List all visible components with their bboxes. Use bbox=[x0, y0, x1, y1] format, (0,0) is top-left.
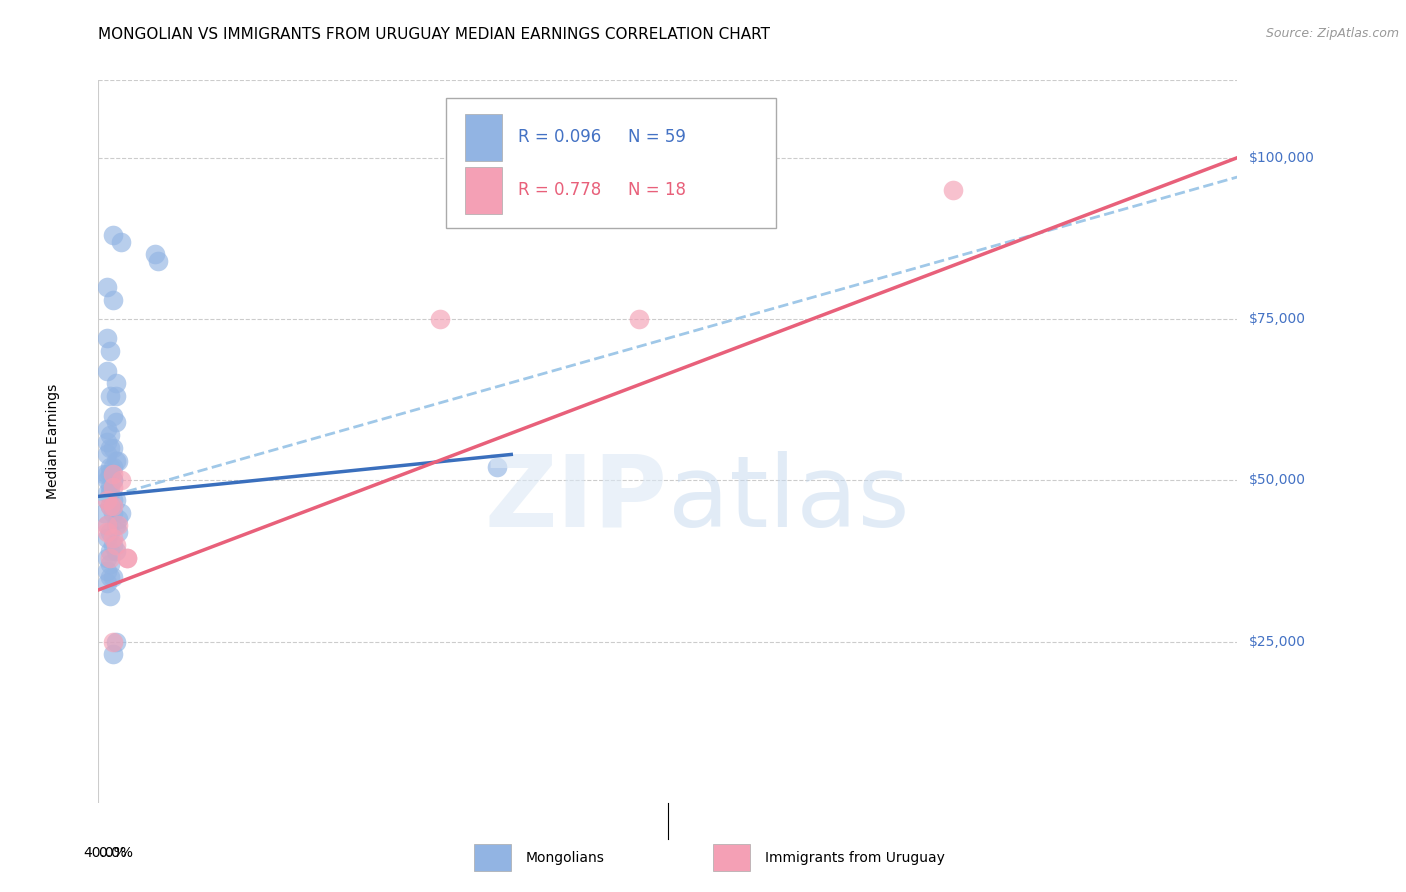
Text: Source: ZipAtlas.com: Source: ZipAtlas.com bbox=[1265, 27, 1399, 40]
Point bbox=[96, 492, 118, 507]
Point bbox=[110, 235, 132, 249]
Point bbox=[101, 492, 124, 507]
Text: R = 0.778: R = 0.778 bbox=[517, 181, 600, 199]
Point bbox=[107, 454, 129, 468]
Point bbox=[104, 454, 127, 468]
Point bbox=[101, 570, 124, 584]
Point bbox=[107, 524, 129, 539]
Point bbox=[98, 344, 121, 359]
Point bbox=[104, 538, 127, 552]
Point bbox=[96, 518, 118, 533]
Point bbox=[429, 312, 451, 326]
Text: R = 0.096: R = 0.096 bbox=[517, 128, 600, 146]
Point bbox=[107, 518, 129, 533]
FancyBboxPatch shape bbox=[465, 167, 502, 214]
Text: 0.0%: 0.0% bbox=[98, 847, 134, 860]
Text: Immigrants from Uruguay: Immigrants from Uruguay bbox=[765, 851, 945, 864]
Point bbox=[101, 634, 124, 648]
Point bbox=[96, 447, 118, 461]
Point bbox=[98, 590, 121, 604]
Point bbox=[101, 648, 124, 662]
Point bbox=[101, 441, 124, 455]
FancyBboxPatch shape bbox=[713, 844, 749, 871]
Point bbox=[104, 544, 127, 558]
Text: MONGOLIAN VS IMMIGRANTS FROM URUGUAY MEDIAN EARNINGS CORRELATION CHART: MONGOLIAN VS IMMIGRANTS FROM URUGUAY MED… bbox=[98, 27, 770, 42]
FancyBboxPatch shape bbox=[474, 844, 510, 871]
Point bbox=[104, 634, 127, 648]
Point bbox=[110, 506, 132, 520]
Point bbox=[101, 460, 124, 475]
Text: $100,000: $100,000 bbox=[1249, 151, 1315, 165]
Text: Mongolians: Mongolians bbox=[526, 851, 605, 864]
Point bbox=[101, 538, 124, 552]
Point bbox=[96, 564, 118, 578]
Point bbox=[98, 480, 121, 494]
Point bbox=[101, 480, 124, 494]
Point bbox=[98, 544, 121, 558]
Point bbox=[148, 253, 170, 268]
Point bbox=[96, 473, 118, 487]
Point bbox=[98, 557, 121, 571]
Point bbox=[101, 409, 124, 423]
Text: $25,000: $25,000 bbox=[1249, 634, 1306, 648]
Point bbox=[96, 550, 118, 565]
Point bbox=[101, 499, 124, 513]
Point bbox=[93, 467, 115, 481]
FancyBboxPatch shape bbox=[465, 114, 502, 161]
Point bbox=[98, 441, 121, 455]
Point bbox=[96, 363, 118, 377]
Point bbox=[96, 492, 118, 507]
Point bbox=[110, 473, 132, 487]
Point bbox=[98, 389, 121, 403]
Text: N = 18: N = 18 bbox=[628, 181, 686, 199]
Point bbox=[107, 512, 129, 526]
Text: atlas: atlas bbox=[668, 450, 910, 548]
Point bbox=[96, 422, 118, 436]
Point bbox=[96, 279, 118, 293]
Point bbox=[98, 499, 121, 513]
Point bbox=[115, 550, 138, 565]
Point bbox=[104, 492, 127, 507]
Text: $50,000: $50,000 bbox=[1249, 474, 1306, 487]
Text: Median Earnings: Median Earnings bbox=[46, 384, 60, 500]
Point bbox=[96, 331, 118, 345]
Point bbox=[101, 531, 124, 545]
Point bbox=[96, 434, 118, 449]
Text: 40.0%: 40.0% bbox=[83, 847, 127, 860]
Point bbox=[101, 228, 124, 243]
Point bbox=[98, 570, 121, 584]
Point bbox=[101, 293, 124, 307]
Point bbox=[104, 415, 127, 429]
Point bbox=[942, 183, 965, 197]
Point bbox=[101, 506, 124, 520]
Point bbox=[104, 376, 127, 391]
Point bbox=[96, 576, 118, 591]
Point bbox=[96, 518, 118, 533]
Text: $75,000: $75,000 bbox=[1249, 312, 1306, 326]
Point bbox=[104, 518, 127, 533]
Point bbox=[98, 550, 121, 565]
Text: ZIP: ZIP bbox=[485, 450, 668, 548]
FancyBboxPatch shape bbox=[446, 98, 776, 228]
Point bbox=[96, 531, 118, 545]
Point bbox=[98, 524, 121, 539]
Text: N = 59: N = 59 bbox=[628, 128, 686, 146]
Point bbox=[101, 473, 124, 487]
Point bbox=[98, 486, 121, 500]
Point bbox=[145, 247, 167, 261]
Point bbox=[98, 460, 121, 475]
Point bbox=[628, 312, 651, 326]
Point bbox=[98, 467, 121, 481]
Point bbox=[96, 524, 118, 539]
Point bbox=[101, 473, 124, 487]
Point bbox=[93, 506, 115, 520]
Point bbox=[101, 467, 124, 481]
Point bbox=[98, 499, 121, 513]
Point bbox=[96, 486, 118, 500]
Point bbox=[104, 389, 127, 403]
Point bbox=[486, 460, 509, 475]
Point bbox=[96, 467, 118, 481]
Point bbox=[115, 550, 138, 565]
Point bbox=[98, 428, 121, 442]
